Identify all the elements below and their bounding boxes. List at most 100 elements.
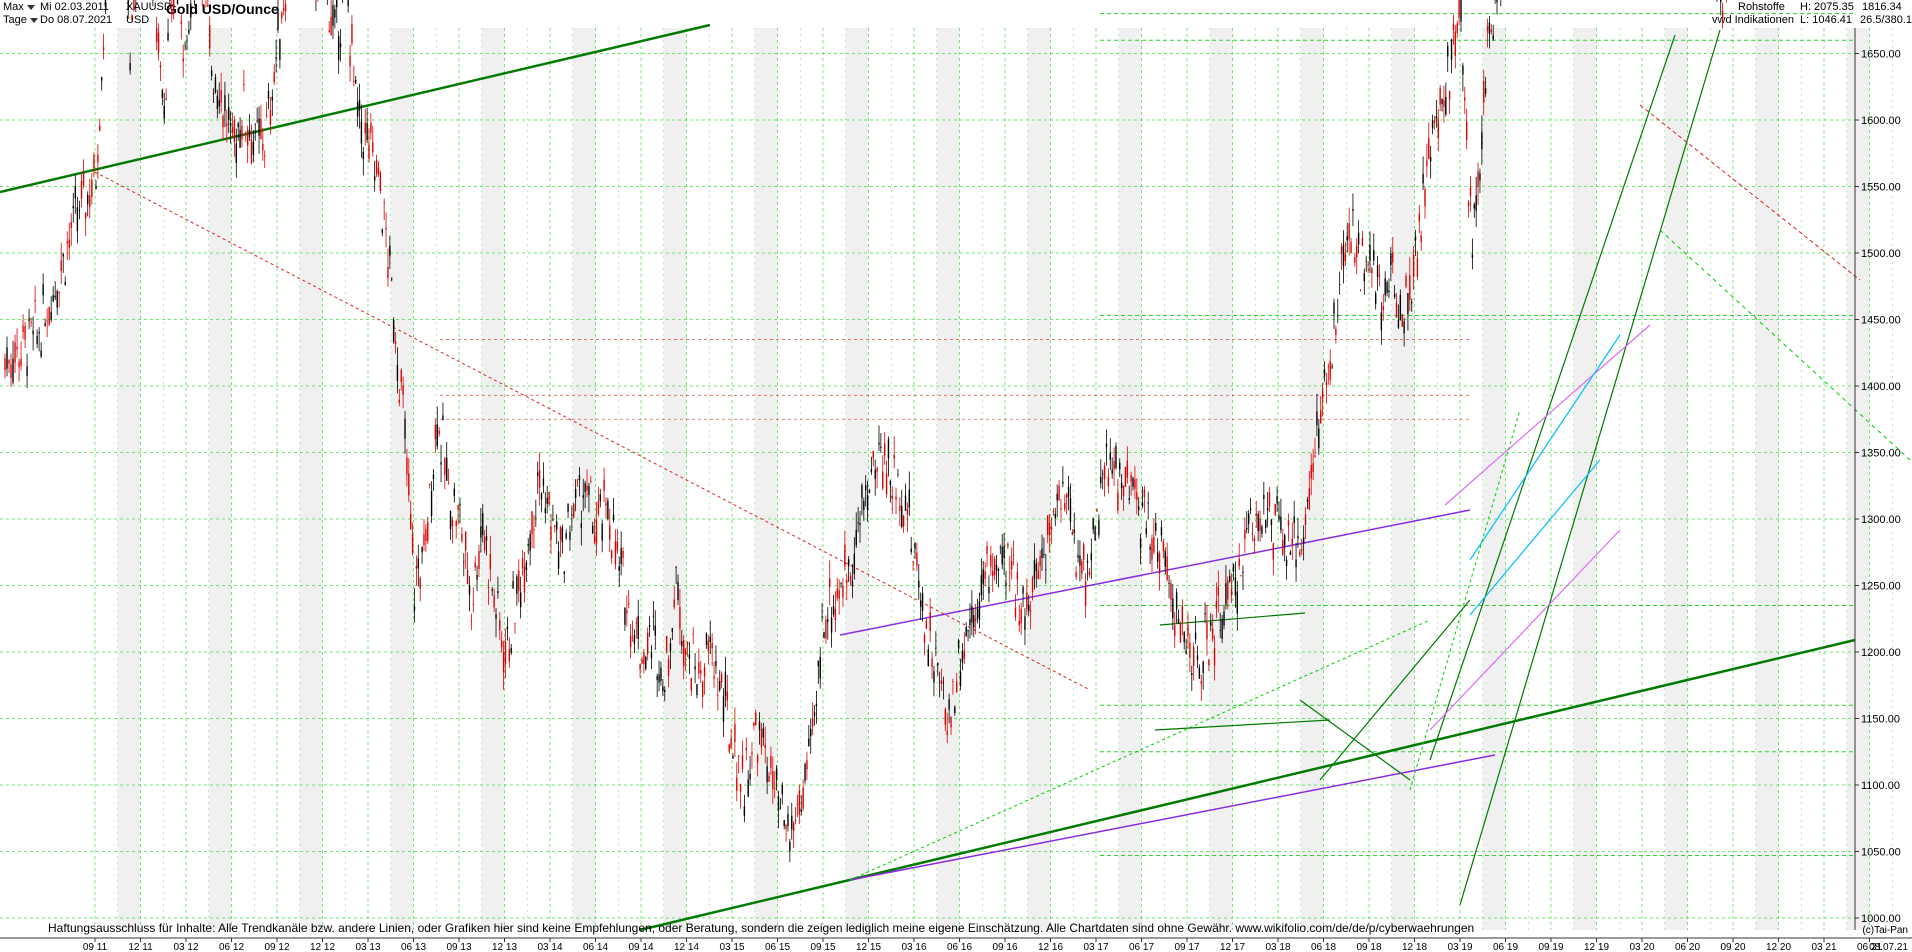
candle-body [366,122,368,141]
candle-body [937,662,939,666]
candle-body [912,561,914,563]
candle-body [1291,538,1293,545]
range-dropdown[interactable]: Max [3,1,35,14]
candle-body [811,718,814,727]
candle-body [1200,681,1202,684]
candle-body [455,521,457,527]
candle-body [1128,498,1130,500]
candle-body [622,550,624,558]
candle-body [796,803,799,805]
candle-body [58,291,60,294]
candle-body [389,245,391,256]
candle-body [410,514,412,530]
candle-body [273,72,275,82]
candle-body [624,607,626,625]
candle-body [1357,232,1360,245]
candle-body [377,167,380,175]
candle-body [853,553,856,574]
candle-body [38,332,40,334]
candle-body [379,172,382,191]
x-tick-label: 06 13 [401,942,426,952]
candle-body [574,489,577,498]
candle-body [872,451,874,459]
candle-body [1484,88,1487,94]
candle-body [1253,538,1256,542]
candle-body [360,121,363,144]
candle-body [453,488,456,497]
candle-body [684,648,687,655]
x-tick-label: 12 16 [1038,942,1063,952]
trend-lines [0,23,1911,932]
candle-body [1162,541,1165,552]
candle-body [444,458,446,475]
candle-body [1363,273,1366,282]
candle-body [328,30,330,33]
candle-body [459,504,461,506]
candle-body [813,712,816,717]
candle-body [874,469,876,479]
candle-body [906,509,909,515]
candle-body [762,728,765,738]
candle-body [878,442,880,445]
candle-body [538,469,541,488]
x-tick-label: 12 14 [674,942,699,952]
candle-body [535,517,537,519]
candle-body [54,295,56,298]
candle-body [1464,97,1466,101]
candle-body [167,32,169,41]
candle-body [1369,244,1371,262]
candle-body [726,691,729,701]
candle-body [876,468,878,473]
candle-body [1130,474,1132,482]
candle-body [993,558,996,576]
x-tick-label: 06 16 [947,942,972,952]
candle-body [664,690,666,693]
magenta-channel-upper [1444,324,1651,506]
candle-body [1721,11,1724,19]
candle-body [645,656,647,669]
candle-body [190,3,192,18]
candle-body [658,674,660,683]
candle-body [44,323,46,327]
candle-body [100,77,103,81]
candle-body [980,575,983,596]
candle-body [430,490,433,517]
candle-body [618,566,620,571]
candle-body [550,526,552,540]
candle-body [518,570,520,591]
green-dashed-trend [849,619,1431,881]
candle-body [669,643,672,652]
candle-body [6,347,8,369]
candle-body [464,531,467,551]
candle-body [1388,290,1390,293]
period-dropdown[interactable]: Tage [3,14,38,27]
candle-body [1187,624,1189,636]
candle-body [849,575,852,581]
candle-body [284,4,287,12]
candle-body [959,671,962,687]
candle-body [1221,618,1223,639]
candle-body [703,667,706,677]
candle-body [844,544,846,567]
candle-body [1321,390,1324,400]
candle-body [330,16,332,35]
candle-body [1100,476,1102,484]
candle-body [1098,520,1100,535]
candle-body [1194,632,1197,640]
candle-body [1350,241,1352,253]
candle-body [171,8,173,15]
candle-body [1026,592,1028,610]
candle-body [751,752,753,755]
candle-body [50,311,52,320]
candle-body [880,446,882,449]
candle-body [20,358,22,366]
candle-body [1172,598,1174,619]
candle-body [1418,213,1420,222]
candle-body [256,120,258,122]
candle-body [681,640,683,647]
grid-band [1391,28,1415,930]
candle-body [1101,473,1104,475]
candle-body [423,534,425,546]
candle-body [582,495,584,498]
